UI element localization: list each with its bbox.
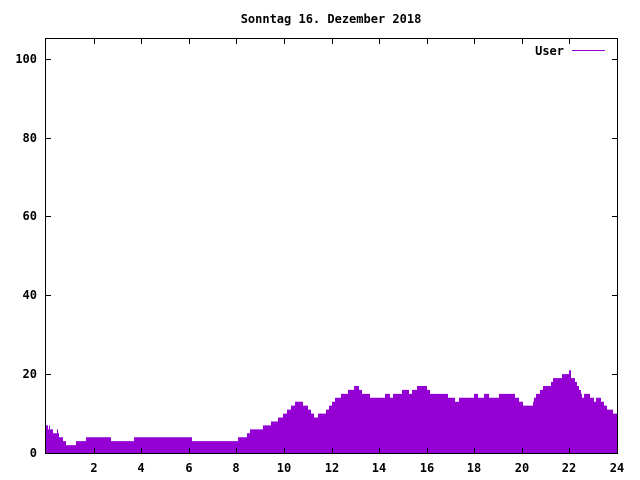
x-tick-label: 14 [372, 461, 386, 475]
x-tick-label: 22 [562, 461, 576, 475]
y-tick-label: 100 [15, 52, 37, 66]
plot-frame [45, 38, 618, 454]
x-tick-label: 4 [137, 461, 144, 475]
x-tick-label: 24 [610, 461, 624, 475]
x-tick-label: 16 [420, 461, 434, 475]
x-tick-label: 18 [467, 461, 481, 475]
y-tick-label: 20 [23, 367, 37, 381]
legend: User [535, 44, 605, 58]
y-tick-label: 60 [23, 209, 37, 223]
bar-series [46, 370, 617, 453]
x-tick-label: 6 [185, 461, 192, 475]
x-tick-label: 8 [232, 461, 239, 475]
x-tick-label: 10 [277, 461, 291, 475]
chart-title: Sonntag 16. Dezember 2018 [241, 12, 422, 26]
y-tick-label: 40 [23, 288, 37, 302]
y-tick-label: 80 [23, 131, 37, 145]
axis-ticks [46, 39, 617, 453]
y-tick-label: 0 [30, 446, 37, 460]
x-tick-label: 12 [325, 461, 339, 475]
x-tick-label: 2 [90, 461, 97, 475]
legend-label-user: User [535, 44, 564, 58]
x-tick-label: 20 [515, 461, 529, 475]
